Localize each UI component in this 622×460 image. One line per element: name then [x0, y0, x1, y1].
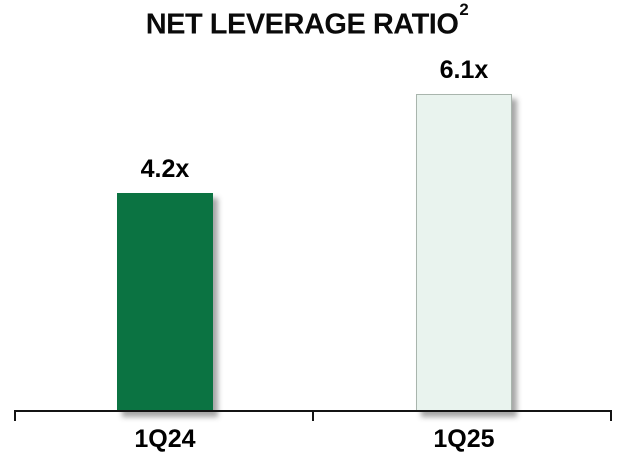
x-axis-tick-left	[14, 410, 16, 421]
chart-title-superscript: 2	[459, 0, 469, 20]
x-axis-tick-right	[610, 410, 612, 421]
chart-title: NET LEVERAGE RATIO2	[0, 0, 614, 42]
x-axis-label-1q25: 1Q25	[433, 425, 495, 453]
x-axis-label-1q24: 1Q24	[134, 425, 196, 453]
bar-value-label-1q24: 4.2x	[140, 155, 190, 183]
chart-title-text: NET LEVERAGE RATIO	[145, 8, 459, 41]
x-axis-tick-middle	[312, 410, 314, 421]
bar-value-label-1q25: 6.1x	[439, 56, 489, 84]
bar-1q24	[117, 193, 213, 412]
bar-1q25	[416, 94, 512, 412]
